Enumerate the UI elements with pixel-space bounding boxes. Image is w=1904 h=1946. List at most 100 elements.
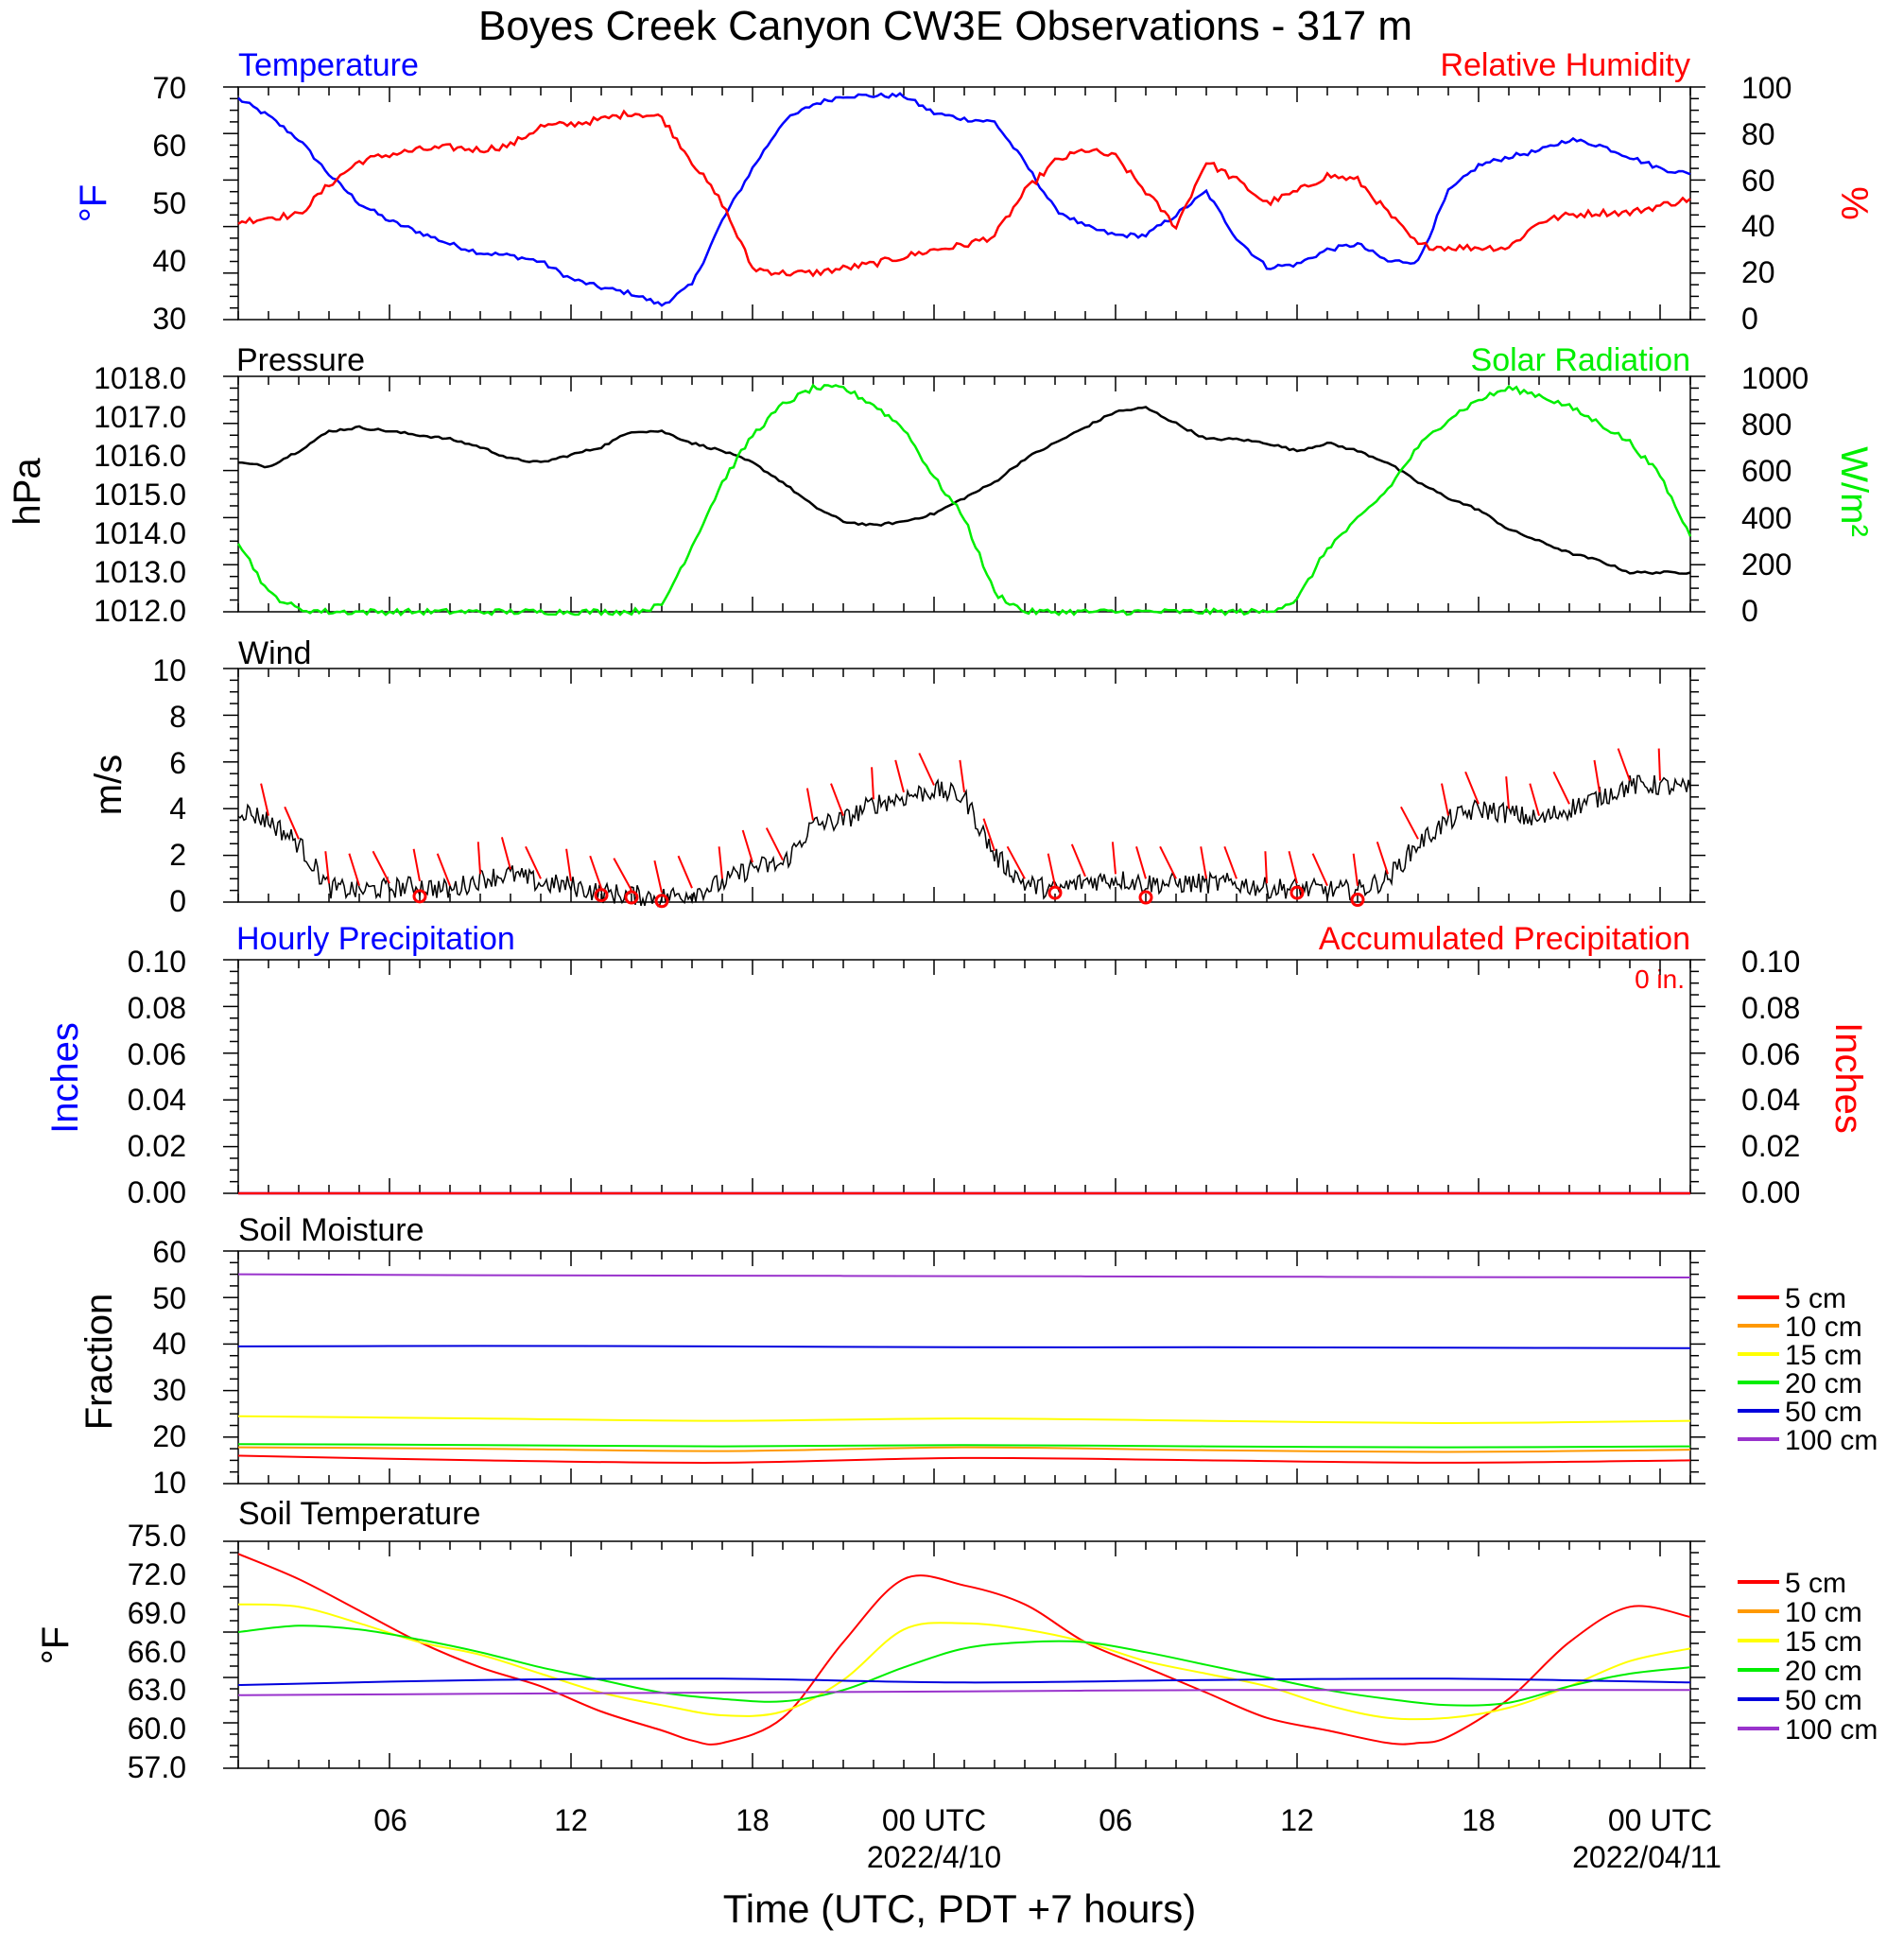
wind-barb	[1111, 842, 1116, 875]
y-tick-label: 60	[1741, 164, 1775, 198]
soil-moisture-title: Soil Moisture	[238, 1212, 424, 1248]
precip-ticks-right: 0.10 0.08 0.06 0.04 0.02 0.00	[1741, 945, 1800, 1209]
wind-barb	[1159, 845, 1177, 879]
y-tick-label: 30	[152, 1373, 186, 1407]
y-tick-label: 0.06	[128, 1037, 186, 1071]
y-tick-label: 0.08	[128, 991, 186, 1025]
soil-temp-line	[237, 1625, 1691, 1707]
legend-label: 15 cm	[1785, 1626, 1862, 1658]
soil-temp-legend: 5 cm 10 cm 15 cm 20 cm 50 cm 100 cm	[1738, 1568, 1878, 1746]
x-date-label: 2022/04/11	[1572, 1840, 1722, 1874]
y-tick-label: 8	[169, 700, 186, 734]
x-date-label: 2022/4/10	[867, 1840, 1001, 1874]
wind-barb	[1006, 845, 1026, 879]
wind-barb	[1288, 850, 1298, 884]
wind-speed-line	[237, 774, 1691, 908]
y-tick-label: 20	[152, 1419, 186, 1453]
y-tick-label: 0.10	[128, 945, 186, 979]
y-tick-label: 69.0	[128, 1596, 186, 1630]
wind-barb	[1352, 853, 1359, 886]
x-tick-label: 06	[1099, 1803, 1133, 1837]
wind-barb	[1593, 759, 1601, 793]
y-tick-label: 0	[1741, 594, 1758, 628]
wind-barb	[741, 829, 753, 863]
panel-precip: Hourly Precipitation Accumulated Precipi…	[44, 921, 1869, 1209]
pressure-unit: hPa	[7, 458, 48, 526]
wind-barb	[1441, 783, 1449, 816]
y-tick-label: 1014.0	[94, 516, 186, 550]
wind-barb	[1047, 853, 1056, 886]
legend-label: 20 cm	[1785, 1368, 1862, 1399]
rh-unit: %	[1833, 186, 1875, 220]
y-tick-label: 0.00	[1741, 1175, 1800, 1209]
y-tick-label: 1015.0	[94, 478, 186, 512]
legend-label: 10 cm	[1785, 1312, 1862, 1343]
chart-title: Boyes Creek Canyon CW3E Observations - 3…	[478, 3, 1412, 49]
y-tick-label: 75.0	[128, 1519, 186, 1553]
legend-label: 100 cm	[1785, 1425, 1878, 1456]
wind-barb	[1657, 748, 1661, 781]
y-tick-label: 80	[1741, 117, 1775, 151]
soil-moisture-line	[237, 1446, 1691, 1453]
y-tick-label: 72.0	[128, 1557, 186, 1591]
panel-soil-moisture: Soil Moisture Fraction 60 50 40 30 20 10…	[78, 1212, 1878, 1500]
calm-marker	[412, 889, 427, 904]
temp-title: Temperature	[238, 47, 419, 83]
soil-temp-line	[237, 1553, 1691, 1746]
y-tick-label: 40	[152, 1327, 186, 1361]
y-tick-label: 6	[169, 746, 186, 780]
y-tick-label: 2	[169, 838, 186, 872]
soil-temp-ticks-left: 75.0 72.0 69.0 66.0 63.0 60.0 57.0	[128, 1519, 186, 1784]
y-tick-label: 10	[152, 653, 186, 687]
y-tick-label: 1012.0	[94, 594, 186, 628]
panel-wind: Wind m/s 10 8 6 4 2 0	[88, 635, 311, 918]
wind-barb	[765, 827, 784, 860]
y-tick-label: 60	[152, 129, 186, 163]
solar-line	[236, 383, 1692, 617]
y-tick-label: 0.08	[1741, 991, 1800, 1025]
precip-unit-left: Inches	[44, 1022, 86, 1134]
x-tick-label: 12	[1280, 1803, 1314, 1837]
x-tick-label: 18	[1462, 1803, 1496, 1837]
x-tick-label: 18	[736, 1803, 770, 1837]
calm-marker	[1047, 885, 1063, 900]
wind-barb	[324, 851, 330, 884]
soil-temp-line	[237, 1689, 1690, 1696]
wind-barb	[1311, 853, 1328, 887]
y-tick-label: 400	[1741, 501, 1791, 535]
panel-frame	[237, 86, 1691, 321]
y-tick-label: 0.06	[1741, 1037, 1800, 1071]
wind-barb	[1264, 851, 1268, 884]
wind-barb	[1135, 846, 1147, 879]
y-tick-label: 50	[152, 1281, 186, 1315]
temp-ticks-left: 70 60 50 40 30	[152, 71, 186, 336]
wind-barb	[260, 783, 269, 816]
wind-barb	[1552, 771, 1570, 805]
calm-marker	[594, 888, 609, 903]
soil-moisture-line	[237, 1443, 1691, 1449]
wind-barb	[805, 788, 814, 821]
precip-unit-right: Inches	[1827, 1022, 1869, 1134]
y-tick-label: 10	[152, 1466, 186, 1500]
y-tick-label: 0.02	[1741, 1129, 1800, 1163]
panel-frame	[237, 1540, 1691, 1769]
plot-layer	[223, 86, 1705, 1769]
panel-frame	[237, 375, 1691, 613]
wind-barb	[894, 759, 905, 793]
soil-temp-line	[237, 1677, 1691, 1686]
y-tick-label: 1017.0	[94, 400, 186, 434]
y-tick-label: 1016.0	[94, 439, 186, 473]
accum-precip-title: Accumulated Precipitation	[1319, 921, 1690, 957]
soil-temp-title: Soil Temperature	[238, 1496, 480, 1532]
y-tick-label: 63.0	[128, 1673, 186, 1707]
wind-barb	[476, 842, 481, 875]
wind-barb	[830, 783, 844, 816]
wind-barb	[412, 848, 421, 881]
legend-label: 50 cm	[1785, 1397, 1862, 1428]
wind-barb	[1529, 783, 1540, 816]
y-tick-label: 0.04	[1741, 1083, 1800, 1117]
y-tick-label: 200	[1741, 547, 1791, 582]
wind-barb	[871, 767, 874, 800]
x-tick-label: 06	[373, 1803, 407, 1837]
solar-title: Solar Radiation	[1471, 342, 1690, 378]
